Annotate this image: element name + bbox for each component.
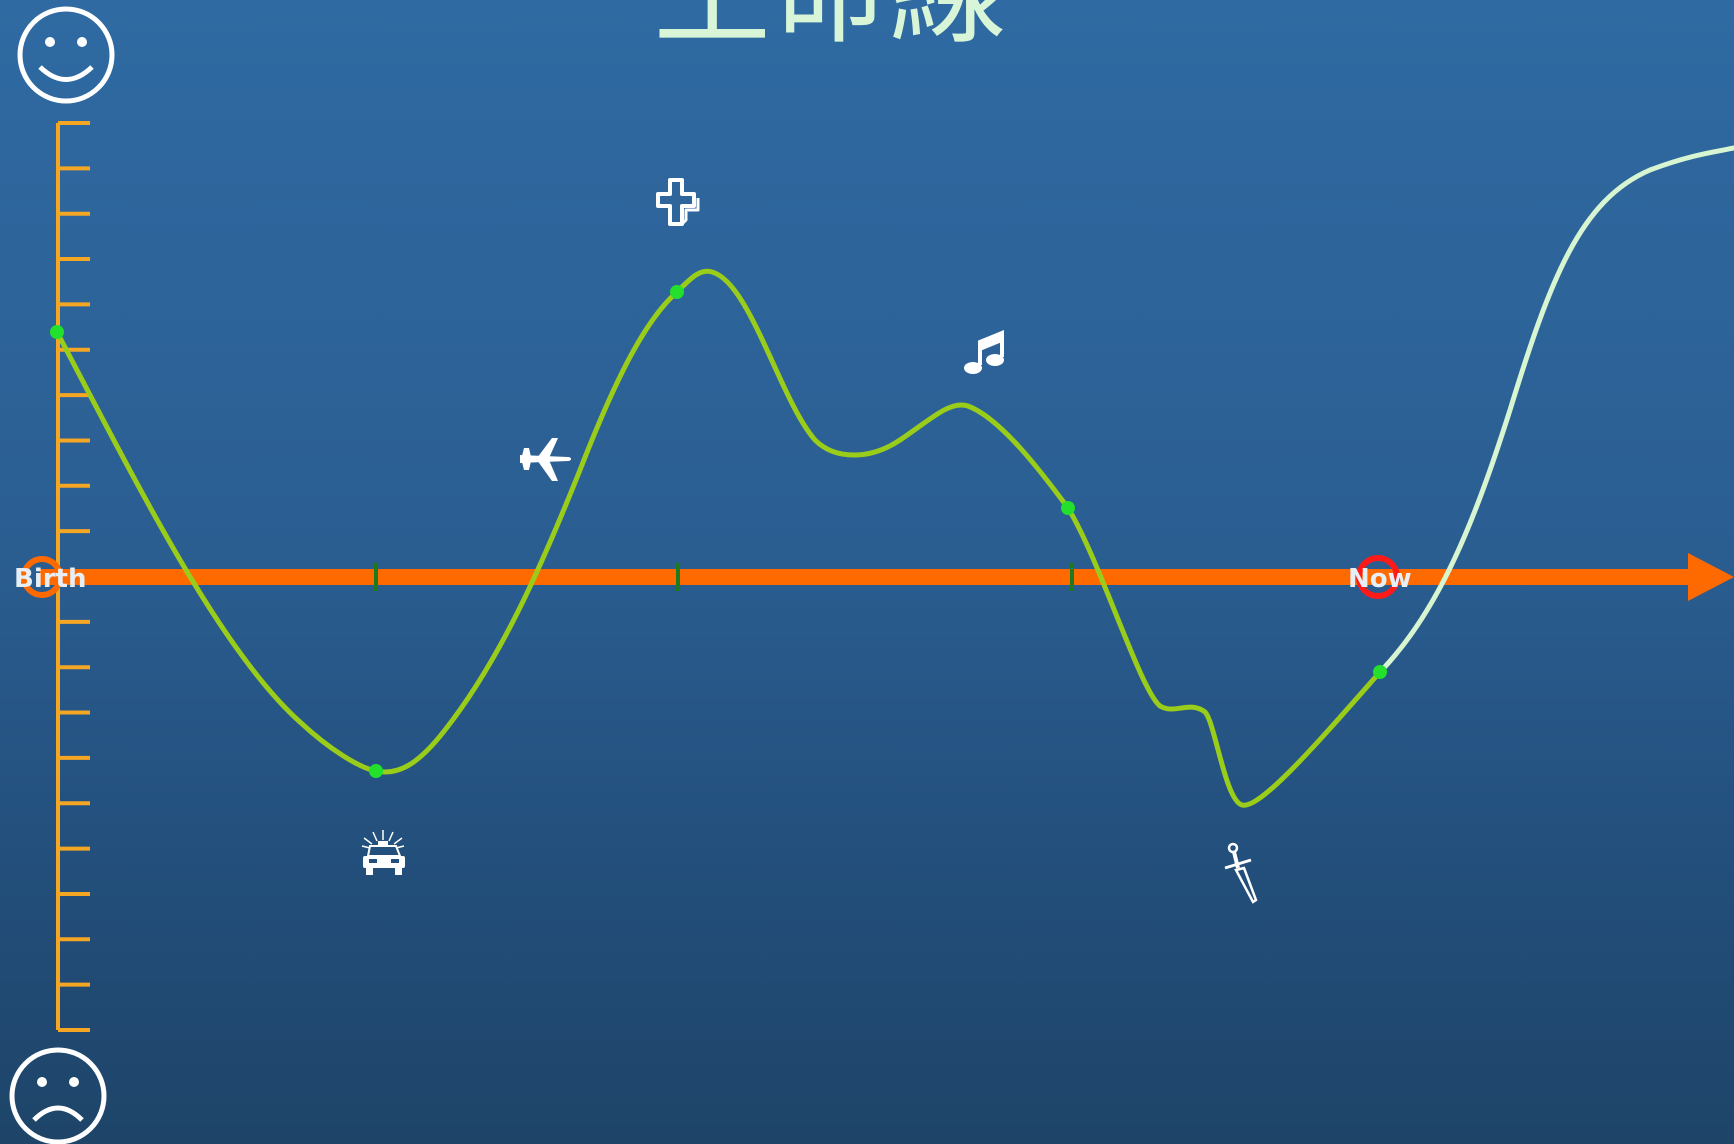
airplane-icon <box>520 438 571 481</box>
music-note-icon <box>964 330 1004 374</box>
future-life-curve <box>1377 145 1734 675</box>
birth-label: Birth <box>14 564 87 594</box>
cross-icon <box>656 178 700 226</box>
event-point <box>1061 501 1075 515</box>
now-marker <box>1356 555 1400 599</box>
event-points <box>50 285 1387 778</box>
timeline-axis <box>40 553 1734 601</box>
event-point <box>1373 665 1387 679</box>
happy-face-icon <box>17 6 115 104</box>
event-point <box>369 764 383 778</box>
event-point <box>670 285 684 299</box>
police-car-icon <box>361 830 405 875</box>
past-life-curve <box>54 268 1383 808</box>
event-point <box>50 325 64 339</box>
sad-face-icon <box>9 1047 107 1144</box>
dagger-icon <box>1224 842 1258 904</box>
birth-marker <box>21 556 63 598</box>
now-label: Now <box>1348 564 1412 594</box>
page-title: 生命線 <box>653 0 1007 60</box>
